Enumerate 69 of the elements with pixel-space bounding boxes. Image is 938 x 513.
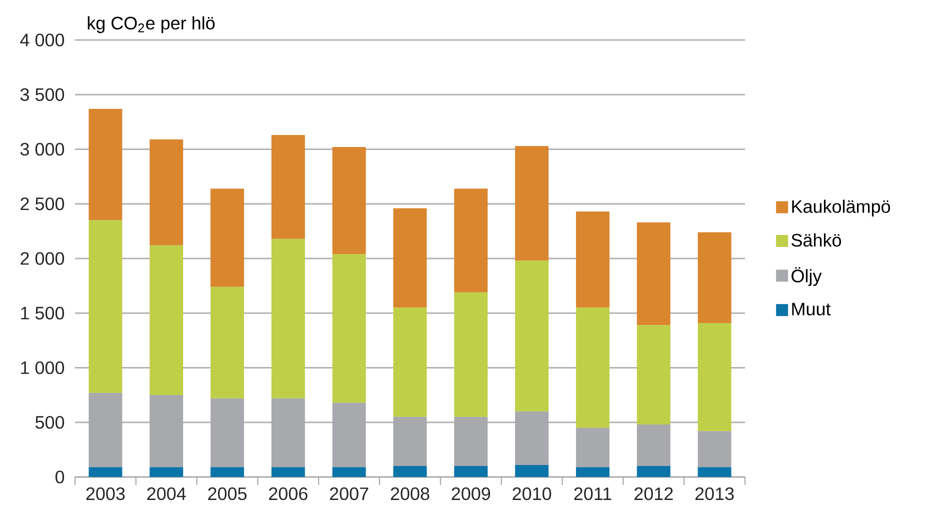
- bar: [271, 467, 305, 477]
- x-tick-label: 2005: [208, 487, 247, 500]
- bar: [332, 147, 366, 254]
- bar: [576, 308, 610, 428]
- y-tick-label: 2 500: [20, 197, 64, 210]
- bar: [393, 466, 427, 477]
- bar: [393, 208, 427, 308]
- y-tick-label: 3 000: [20, 142, 64, 156]
- x-tick-label: 2008: [390, 487, 430, 500]
- legend-label: Öljy: [792, 267, 822, 286]
- bar: [576, 212, 610, 308]
- bar: [332, 467, 366, 477]
- bar: [271, 135, 305, 239]
- bar: [698, 322, 732, 432]
- y-tick-label: 4 000: [20, 34, 64, 46]
- bar: [454, 466, 488, 477]
- x-tick-label: 2003: [86, 487, 125, 500]
- bar: [576, 467, 610, 477]
- legend-label: Sähkö: [792, 233, 842, 247]
- bar: [332, 402, 366, 468]
- x-tick-label: 2012: [634, 487, 673, 500]
- bar: [271, 238, 305, 398]
- bar: [88, 220, 122, 393]
- bar: [576, 428, 610, 468]
- bar: [88, 392, 122, 468]
- bar: [271, 398, 305, 468]
- bar: [150, 395, 184, 468]
- bar: [636, 325, 670, 425]
- x-tick-label: 2009: [452, 487, 490, 500]
- y-axis-title: kg CO$_{2}$e per hlö: [88, 16, 215, 34]
- bar: [515, 464, 549, 477]
- bar: [150, 139, 184, 246]
- bar: [88, 108, 122, 220]
- x-tick-label: 2011: [574, 487, 612, 500]
- legend-label: Kaukolämpö: [792, 200, 890, 217]
- x-tick-label: 2013: [695, 487, 734, 500]
- bar: [515, 411, 549, 465]
- bar: [210, 467, 244, 477]
- bar: [210, 398, 244, 468]
- bar: [150, 245, 184, 396]
- bar: [698, 232, 732, 323]
- bar: [636, 466, 670, 477]
- bar: [636, 222, 670, 326]
- y-tick-label: 1 000: [21, 361, 64, 374]
- bar: [332, 254, 366, 403]
- x-tick-label: 2004: [147, 487, 186, 500]
- bar: [210, 286, 244, 398]
- bar: [150, 467, 184, 477]
- bar: [393, 416, 427, 466]
- bar: [698, 467, 732, 477]
- bar: [454, 188, 488, 292]
- bar: [698, 431, 732, 468]
- x-tick-label: 2007: [330, 487, 368, 500]
- x-tick-label: 2010: [512, 487, 552, 500]
- bar: [88, 467, 122, 477]
- x-tick-label: 2006: [269, 487, 308, 500]
- bar: [393, 308, 427, 417]
- legend-label: Muut: [792, 302, 831, 316]
- y-tick-label: 0: [55, 470, 64, 484]
- bar: [636, 424, 670, 466]
- y-tick-label: 3 500: [20, 88, 64, 101]
- y-tick-label: 500: [35, 416, 64, 429]
- bar: [515, 146, 549, 261]
- bar: [454, 416, 488, 466]
- y-tick-label: 2 000: [20, 252, 64, 265]
- bar: [515, 260, 549, 412]
- bar: [210, 188, 244, 287]
- y-tick-label: 1 500: [21, 306, 64, 320]
- bar: [454, 292, 488, 417]
